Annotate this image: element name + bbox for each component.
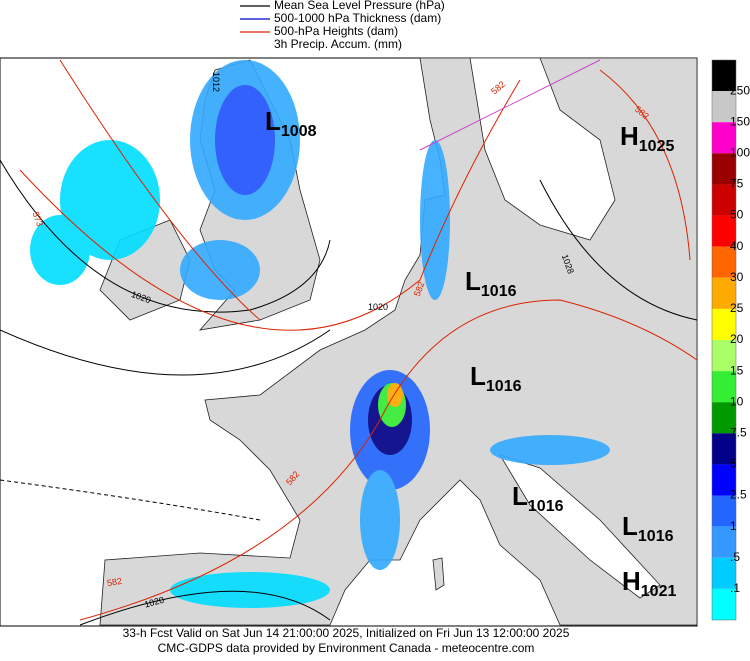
center-letter: H bbox=[622, 566, 641, 596]
colorbar-label: 30 bbox=[730, 270, 744, 284]
adriatic-sea bbox=[499, 454, 661, 599]
colorbar-segment bbox=[712, 526, 736, 558]
legend-label: 500-1000 hPa Thickness (dam) bbox=[274, 11, 441, 25]
colorbar-segment bbox=[712, 91, 736, 123]
center-letter: L bbox=[622, 511, 638, 541]
center-letter: L bbox=[512, 481, 528, 511]
colorbar-segment bbox=[712, 495, 736, 527]
pressure-center: H1025 bbox=[620, 121, 674, 155]
center-letter: L bbox=[465, 266, 481, 296]
colorbar-label: 50 bbox=[730, 208, 744, 222]
colorbar-segment bbox=[712, 246, 736, 278]
colorbar-label: 5 bbox=[730, 457, 737, 471]
map bbox=[0, 57, 698, 627]
pressure-center: L1016 bbox=[465, 266, 517, 300]
colorbar-label: 150 bbox=[730, 114, 750, 128]
pressure-center: L1016 bbox=[470, 361, 522, 395]
center-value: 1008 bbox=[281, 123, 317, 140]
colorbar-top bbox=[712, 60, 736, 92]
colorbar-segment bbox=[712, 464, 736, 496]
center-value: 1016 bbox=[481, 283, 517, 300]
legend-label: 3h Precip. Accum. (mm) bbox=[274, 37, 402, 51]
pressure-center: L1016 bbox=[512, 481, 564, 515]
center-value: 1016 bbox=[486, 378, 522, 395]
colorbar-label: 75 bbox=[730, 177, 744, 191]
colorbar-label: .5 bbox=[730, 550, 740, 564]
center-value: 1016 bbox=[638, 528, 674, 545]
colorbar-label: 100 bbox=[730, 146, 750, 160]
colorbar-segment bbox=[712, 371, 736, 403]
center-letter: H bbox=[620, 121, 639, 151]
legend: Mean Sea Level Pressure (hPa)500-1000 hP… bbox=[240, 0, 445, 51]
colorbar-label: 10 bbox=[730, 394, 744, 408]
legend-label: Mean Sea Level Pressure (hPa) bbox=[274, 0, 445, 12]
colorbar: 250 150 100 75 50 40 30 25 20 15 10 7.5 5 2.5 1 .5 .1 bbox=[711, 59, 750, 621]
colorbar-segment bbox=[712, 340, 736, 372]
contour-label: 582 bbox=[106, 576, 123, 588]
colorbar-segment bbox=[712, 122, 736, 154]
footer-line: CMC-GDPS data provided by Environment Ca… bbox=[158, 641, 535, 655]
center-letter: L bbox=[265, 106, 281, 136]
colorbar-label: 15 bbox=[730, 363, 744, 377]
footer-line: 33-h Fcst Valid on Sat Jun 14 21:00:00 2… bbox=[123, 626, 570, 640]
colorbar-label: 1 bbox=[730, 519, 737, 533]
colorbar-segment bbox=[712, 588, 736, 620]
colorbar-label: 25 bbox=[730, 301, 744, 315]
colorbar-segment bbox=[712, 277, 736, 309]
center-value: 1025 bbox=[639, 138, 675, 155]
colorbar-segment bbox=[712, 215, 736, 247]
colorbar-segment bbox=[712, 402, 736, 434]
colorbar-label: 40 bbox=[730, 239, 744, 253]
colorbar-label: 20 bbox=[730, 332, 744, 346]
colorbar-label: 7.5 bbox=[730, 426, 747, 440]
colorbar-segment bbox=[712, 557, 736, 589]
legend-label: 500-hPa Heights (dam) bbox=[274, 24, 398, 38]
center-letter: L bbox=[470, 361, 486, 391]
colorbar-segment bbox=[712, 153, 736, 185]
pressure-center: L1008 bbox=[265, 106, 317, 140]
colorbar-segment bbox=[712, 433, 736, 465]
colorbar-label: .1 bbox=[730, 581, 740, 595]
contours bbox=[0, 59, 698, 626]
contour-label: 573 bbox=[31, 210, 46, 228]
pressure-center: L1016 bbox=[622, 511, 674, 545]
contour-label: 1012 bbox=[211, 72, 221, 92]
center-value: 1021 bbox=[641, 583, 677, 600]
colorbar-label: 2.5 bbox=[730, 488, 747, 502]
colorbar-frame bbox=[711, 59, 737, 621]
corsica bbox=[432, 557, 445, 591]
colorbar-segment bbox=[712, 308, 736, 340]
footer: 33-h Fcst Valid on Sat Jun 14 21:00:00 2… bbox=[123, 626, 570, 655]
colorbar-label: 250 bbox=[730, 83, 750, 97]
center-value: 1016 bbox=[528, 498, 564, 515]
pressure-center: H1021 bbox=[622, 566, 676, 600]
colorbar-segment bbox=[712, 184, 736, 216]
contour-label: 582 bbox=[412, 280, 427, 298]
contour-label: 1020 bbox=[368, 302, 388, 312]
